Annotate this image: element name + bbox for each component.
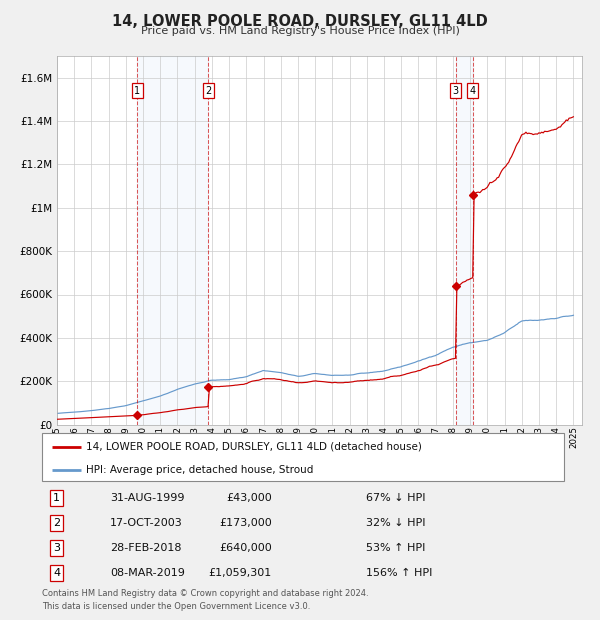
Text: 4: 4 xyxy=(470,86,476,96)
Text: 14, LOWER POOLE ROAD, DURSLEY, GL11 4LD: 14, LOWER POOLE ROAD, DURSLEY, GL11 4LD xyxy=(112,14,488,29)
Text: 14, LOWER POOLE ROAD, DURSLEY, GL11 4LD (detached house): 14, LOWER POOLE ROAD, DURSLEY, GL11 4LD … xyxy=(86,441,422,451)
Text: 08-MAR-2019: 08-MAR-2019 xyxy=(110,569,185,578)
Text: 1: 1 xyxy=(134,86,140,96)
Text: 32% ↓ HPI: 32% ↓ HPI xyxy=(365,518,425,528)
Text: 53% ↑ HPI: 53% ↑ HPI xyxy=(365,543,425,553)
Text: 4: 4 xyxy=(53,569,60,578)
FancyBboxPatch shape xyxy=(42,433,564,481)
Text: 156% ↑ HPI: 156% ↑ HPI xyxy=(365,569,432,578)
Text: £1,059,301: £1,059,301 xyxy=(208,569,272,578)
Text: 3: 3 xyxy=(453,86,459,96)
Bar xyxy=(456,56,473,425)
Text: This data is licensed under the Open Government Licence v3.0.: This data is licensed under the Open Gov… xyxy=(42,602,310,611)
Text: 17-OCT-2003: 17-OCT-2003 xyxy=(110,518,182,528)
Text: £640,000: £640,000 xyxy=(219,543,272,553)
Text: 3: 3 xyxy=(53,543,60,553)
Text: Contains HM Land Registry data © Crown copyright and database right 2024.: Contains HM Land Registry data © Crown c… xyxy=(42,590,368,598)
Text: £173,000: £173,000 xyxy=(219,518,272,528)
Text: 2: 2 xyxy=(205,86,211,96)
Text: 67% ↓ HPI: 67% ↓ HPI xyxy=(365,493,425,503)
Text: 28-FEB-2018: 28-FEB-2018 xyxy=(110,543,181,553)
Text: 1: 1 xyxy=(53,493,60,503)
Text: 2: 2 xyxy=(53,518,60,528)
Text: Price paid vs. HM Land Registry's House Price Index (HPI): Price paid vs. HM Land Registry's House … xyxy=(140,26,460,36)
Text: £43,000: £43,000 xyxy=(226,493,272,503)
Bar xyxy=(137,56,208,425)
Text: 31-AUG-1999: 31-AUG-1999 xyxy=(110,493,184,503)
Text: HPI: Average price, detached house, Stroud: HPI: Average price, detached house, Stro… xyxy=(86,465,314,475)
